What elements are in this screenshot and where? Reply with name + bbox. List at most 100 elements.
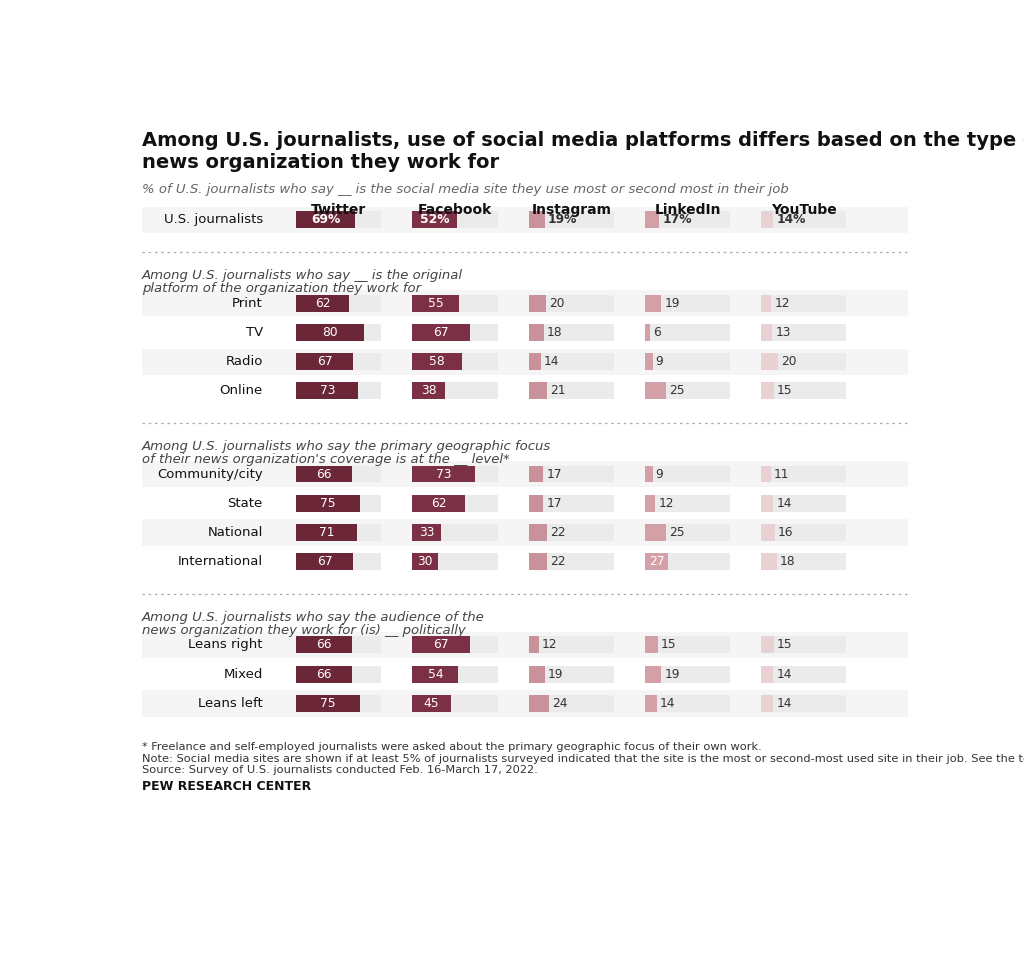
Bar [761,494,847,512]
Text: Among U.S. journalists who say the audience of the: Among U.S. journalists who say the audie… [142,612,484,624]
Bar [296,353,353,370]
Text: Facebook: Facebook [418,203,493,217]
Text: 62: 62 [314,297,331,309]
Bar [645,295,662,312]
Text: 80: 80 [323,325,338,339]
Bar [528,382,547,399]
Bar [296,353,381,370]
Text: 38: 38 [421,384,436,397]
Text: platform of the organization they work for: platform of the organization they work f… [142,282,421,296]
Bar [645,636,730,654]
Bar [645,636,657,654]
Text: 21: 21 [550,384,565,397]
Text: 14: 14 [776,668,792,681]
Text: 67: 67 [317,555,333,568]
Bar [645,553,730,570]
Bar [528,353,541,370]
Text: Among U.S. journalists, use of social media platforms differs based on the type : Among U.S. journalists, use of social me… [142,131,1024,172]
Bar [645,353,652,370]
Text: 25: 25 [670,526,685,540]
Text: 62: 62 [431,496,446,510]
Text: 73: 73 [319,384,335,397]
Text: 66: 66 [316,668,332,681]
Bar [645,494,730,512]
Text: 13: 13 [775,325,791,339]
Text: 24: 24 [552,697,567,710]
Bar [645,494,655,512]
Text: % of U.S. journalists who say __ is the social media site they use most or secon: % of U.S. journalists who say __ is the … [142,183,788,196]
Text: 25: 25 [670,384,685,397]
Bar [645,524,730,541]
Bar [413,353,462,370]
Text: 71: 71 [318,526,334,540]
Bar [645,324,650,341]
Bar [761,494,773,512]
Text: 67: 67 [317,355,333,368]
Bar [296,211,355,228]
Text: 16: 16 [778,526,794,540]
Bar [645,382,667,399]
Bar [528,295,546,312]
Text: U.S. journalists: U.S. journalists [164,213,263,227]
Text: of their news organization's coverage is at the __ level*: of their news organization's coverage is… [142,453,510,467]
Text: Among U.S. journalists who say the primary geographic focus: Among U.S. journalists who say the prima… [142,440,551,453]
Bar [645,466,652,483]
Text: 6: 6 [653,325,660,339]
Bar [413,494,498,512]
Bar [413,353,498,370]
Bar [645,695,730,712]
Text: 17: 17 [546,496,562,510]
Bar [142,549,907,575]
Bar [296,295,349,312]
Bar [296,524,356,541]
Bar [296,324,381,341]
Bar [645,553,668,570]
Bar [413,466,475,483]
Text: 14: 14 [659,697,676,710]
Bar [761,553,776,570]
Bar [528,665,545,683]
Text: 14: 14 [776,697,792,710]
Bar [761,665,773,683]
Bar [142,690,907,716]
Bar [142,348,907,374]
Bar [296,382,358,399]
Text: 66: 66 [316,468,332,481]
Text: Radio: Radio [225,355,263,368]
Text: Community/city: Community/city [157,468,263,481]
Bar [296,695,360,712]
Bar [645,382,730,399]
Text: 17: 17 [546,468,562,481]
Text: Leans right: Leans right [188,638,263,652]
Bar [528,324,614,341]
Bar [761,324,772,341]
Bar [142,320,907,346]
Text: Note: Social media sites are shown if at least 5% of journalists surveyed indica: Note: Social media sites are shown if at… [142,755,1024,764]
Bar [296,295,381,312]
Bar [645,211,730,228]
Text: news organization they work for (is) __ politically: news organization they work for (is) __ … [142,624,466,637]
Bar [761,466,847,483]
Bar [761,353,778,370]
Bar [296,695,381,712]
Text: PEW RESEARCH CENTER: PEW RESEARCH CENTER [142,780,311,794]
Text: 12: 12 [542,638,557,652]
Bar [528,636,614,654]
Bar [142,661,907,687]
Text: 66: 66 [316,638,332,652]
Bar [528,695,549,712]
Bar [296,665,381,683]
Text: 14: 14 [776,496,792,510]
Bar [296,324,365,341]
Text: 55: 55 [428,297,443,309]
Text: 20: 20 [549,297,564,309]
Text: 22: 22 [551,526,566,540]
Text: Source: Survey of U.S. journalists conducted Feb. 16-March 17, 2022.: Source: Survey of U.S. journalists condu… [142,765,538,775]
Bar [142,378,907,404]
Bar [296,636,352,654]
Text: 9: 9 [655,355,664,368]
Text: 19%: 19% [548,213,578,227]
Bar [528,636,539,654]
Bar [645,353,730,370]
Text: National: National [208,526,263,540]
